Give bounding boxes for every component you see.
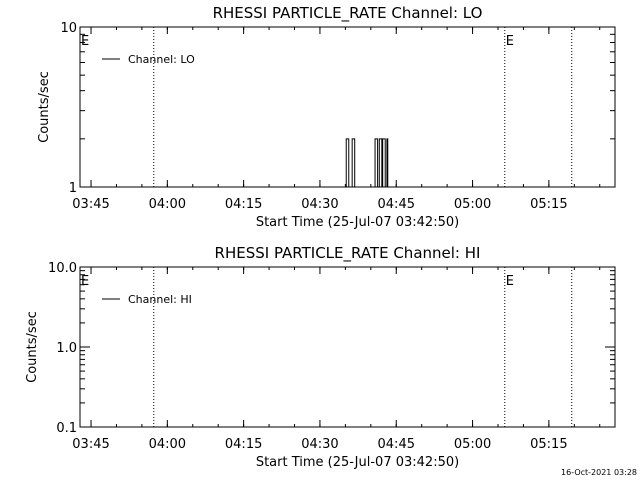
y-tick-label: 10	[60, 21, 77, 36]
y-tick-label: 10.0	[48, 261, 77, 276]
x-tick-label: 04:00	[149, 437, 186, 452]
chart-title: RHESSI PARTICLE_RATE Channel: HI	[215, 244, 481, 263]
x-tick-label: 05:00	[454, 437, 491, 452]
y-tick-label: 1.0	[56, 341, 77, 356]
x-tick-label: 04:45	[378, 197, 415, 212]
chart-panel-hi	[79, 266, 616, 428]
event-marker-label: E	[506, 274, 514, 289]
x-tick-label: 03:45	[72, 197, 109, 212]
y-tick-label: 0.1	[56, 421, 77, 436]
y-axis-label: Counts/sec	[25, 311, 40, 383]
event-marker-label: E	[81, 274, 89, 289]
x-tick-label: 05:15	[530, 197, 567, 212]
event-marker-label: E	[506, 34, 514, 49]
event-marker-label: E	[81, 34, 89, 49]
plot-frame	[79, 266, 616, 428]
plot-frame	[79, 26, 616, 188]
x-tick-label: 04:45	[378, 437, 415, 452]
x-tick-label: 04:30	[301, 197, 338, 212]
x-tick-label: 04:30	[301, 437, 338, 452]
x-tick-label: 04:15	[225, 197, 262, 212]
legend-entry: Channel: HI	[128, 293, 192, 306]
x-axis-label: Start Time (25-Jul-07 03:42:50)	[256, 455, 459, 470]
x-axis-label: Start Time (25-Jul-07 03:42:50)	[256, 215, 459, 230]
series-line-0	[344, 138, 390, 188]
x-tick-label: 05:15	[530, 437, 567, 452]
y-axis-label: Counts/sec	[37, 71, 52, 143]
generated-timestamp: 16-Oct-2021 03:28	[561, 468, 637, 477]
x-tick-label: 04:00	[149, 197, 186, 212]
x-tick-label: 05:00	[454, 197, 491, 212]
x-tick-label: 03:45	[72, 437, 109, 452]
chart-panel-lo	[79, 26, 616, 188]
x-tick-label: 04:15	[225, 437, 262, 452]
y-tick-label: 1	[69, 181, 77, 196]
chart-title: RHESSI PARTICLE_RATE Channel: LO	[213, 4, 483, 23]
legend-entry: Channel: LO	[128, 53, 195, 66]
